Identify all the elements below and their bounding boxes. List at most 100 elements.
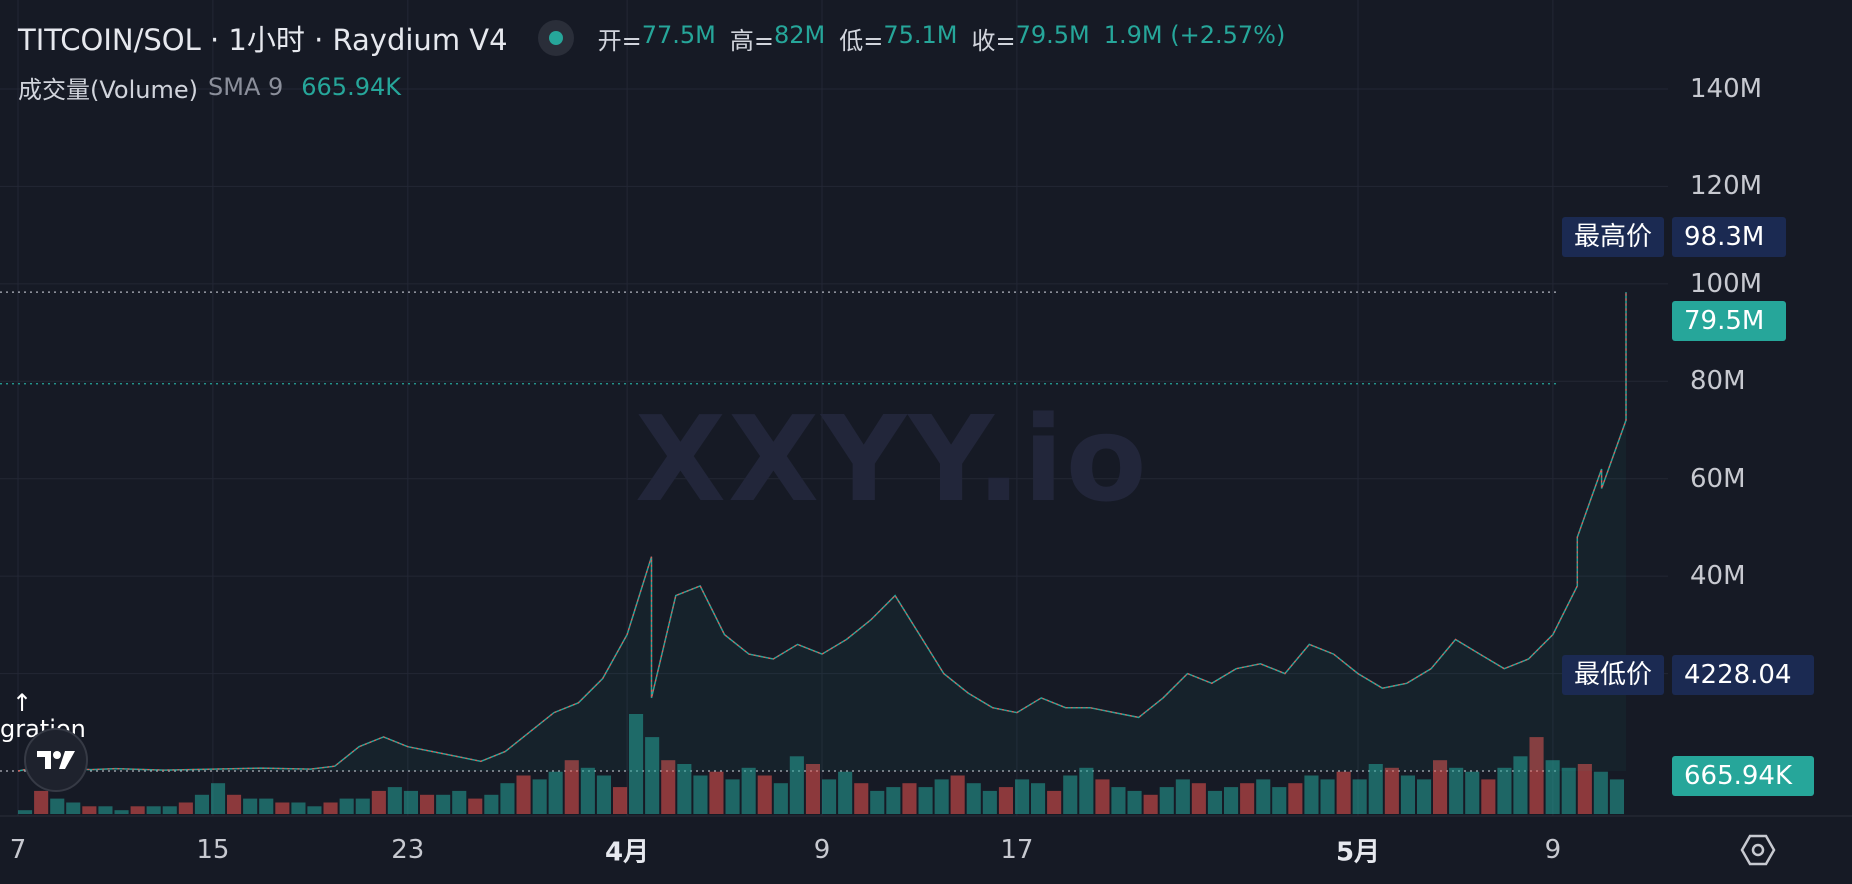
low-marker-value: 4228.04 bbox=[1672, 655, 1814, 695]
price-series-line-red bbox=[17, 292, 1627, 772]
volume-bar bbox=[677, 764, 692, 814]
volume-bar bbox=[323, 802, 338, 814]
volume-bars bbox=[18, 714, 1624, 814]
volume-bar bbox=[950, 775, 965, 814]
tradingview-logo-icon[interactable] bbox=[24, 728, 88, 792]
volume-bar bbox=[548, 771, 563, 814]
volume-bar bbox=[1063, 775, 1078, 814]
volume-bar bbox=[1191, 783, 1206, 814]
volume-bar bbox=[130, 806, 145, 814]
volume-bar bbox=[291, 802, 306, 814]
volume-bar bbox=[1159, 787, 1174, 814]
volume-bar bbox=[1368, 764, 1383, 814]
y-tick-label: 80M bbox=[1690, 366, 1746, 397]
volume-bar bbox=[1207, 790, 1222, 814]
volume-bar bbox=[966, 783, 981, 814]
volume-bar bbox=[1031, 783, 1046, 814]
volume-bar bbox=[564, 760, 579, 814]
watermark: XXYY.io bbox=[635, 390, 1149, 528]
volume-bar bbox=[1513, 756, 1528, 814]
volume-value: 665.94K bbox=[301, 73, 401, 101]
status-dot bbox=[548, 31, 563, 45]
price-series-fill bbox=[18, 292, 1626, 772]
volume-bar bbox=[387, 787, 402, 814]
volume-bar bbox=[452, 790, 467, 814]
volume-bar bbox=[580, 767, 595, 814]
volume-bar bbox=[596, 775, 611, 814]
open-value: 77.5M bbox=[641, 20, 716, 49]
volume-bar bbox=[629, 714, 644, 814]
volume-bar bbox=[1481, 779, 1496, 814]
volume-bar bbox=[789, 756, 804, 814]
volume-bar bbox=[1529, 737, 1544, 814]
volume-bar bbox=[1240, 783, 1255, 814]
volume-bar bbox=[1417, 779, 1432, 814]
volume-bar bbox=[854, 783, 869, 814]
volume-bar bbox=[1272, 787, 1287, 814]
volume-bar bbox=[259, 798, 274, 814]
low-label: 低= bbox=[839, 26, 884, 55]
volume-bar bbox=[741, 767, 756, 814]
grid-lines bbox=[0, 0, 1852, 817]
volume-bar bbox=[98, 806, 113, 814]
x-tick-label: 15 bbox=[196, 835, 230, 865]
volume-bar bbox=[532, 779, 547, 814]
volume-title[interactable]: 成交量(Volume) bbox=[18, 75, 198, 104]
volume-bar bbox=[1449, 767, 1464, 814]
high-label: 高= bbox=[729, 26, 774, 55]
volume-bar bbox=[516, 775, 531, 814]
volume-bar bbox=[998, 787, 1013, 814]
volume-bar bbox=[1497, 767, 1512, 814]
volume-bar bbox=[982, 790, 997, 814]
volume-bar bbox=[66, 802, 81, 814]
volume-bar bbox=[34, 790, 49, 814]
volume-bar bbox=[645, 737, 660, 814]
volume-bar bbox=[613, 787, 628, 814]
volume-bar bbox=[371, 790, 386, 814]
volume-bar bbox=[1352, 779, 1367, 814]
settings-gear-icon[interactable] bbox=[1740, 832, 1776, 868]
volume-bar bbox=[1400, 775, 1415, 814]
volume-bar bbox=[773, 783, 788, 814]
symbol-title[interactable]: TITCOIN/SOL · 1小时 · Raydium V4 bbox=[18, 23, 508, 57]
up-arrow-icon: ↑ bbox=[12, 689, 33, 717]
volume-bar bbox=[805, 764, 820, 814]
chart-legend: TITCOIN/SOL · 1小时 · Raydium V4 开= 77.5M 高… bbox=[18, 18, 1285, 58]
volume-bar bbox=[902, 783, 917, 814]
high-marker-label: 最高价 bbox=[1562, 217, 1665, 257]
volume-bar bbox=[82, 806, 97, 814]
last-price-label: 79.5M bbox=[1672, 301, 1786, 341]
volume-sma: SMA 9 bbox=[208, 73, 284, 101]
volume-bar bbox=[918, 787, 933, 814]
volume-bar bbox=[1015, 779, 1030, 814]
volume-bar bbox=[1095, 779, 1110, 814]
volume-bar bbox=[693, 775, 708, 814]
volume-bar bbox=[1304, 775, 1319, 814]
x-tick-label: 5月 bbox=[1335, 837, 1381, 868]
volume-bar bbox=[114, 810, 129, 814]
close-label: 收= bbox=[971, 26, 1016, 55]
marker-lines bbox=[0, 291, 1560, 772]
volume-bar bbox=[468, 798, 483, 814]
volume-bar bbox=[1111, 787, 1126, 814]
low-marker-label: 最低价 bbox=[1562, 655, 1665, 695]
volume-bar bbox=[1224, 787, 1239, 814]
volume-bar bbox=[1143, 794, 1158, 814]
volume-bar bbox=[1545, 760, 1560, 814]
x-tick-label: 4月 bbox=[605, 837, 650, 868]
volume-legend: 成交量(Volume) SMA 9 665.94K bbox=[18, 70, 401, 104]
volume-bar bbox=[355, 798, 370, 814]
x-tick-label: 23 bbox=[391, 835, 425, 865]
volume-bar bbox=[1433, 760, 1448, 814]
volume-bar bbox=[403, 790, 418, 814]
x-tick-label: 9 bbox=[813, 835, 831, 865]
volume-bar bbox=[838, 771, 853, 814]
volume-bar bbox=[307, 806, 322, 814]
volume-bar bbox=[1256, 779, 1271, 814]
volume-bar bbox=[661, 760, 676, 814]
volume-bar bbox=[934, 779, 949, 814]
market-status-icon[interactable] bbox=[537, 20, 574, 56]
volume-bar bbox=[194, 794, 209, 814]
volume-bar bbox=[1127, 790, 1142, 814]
